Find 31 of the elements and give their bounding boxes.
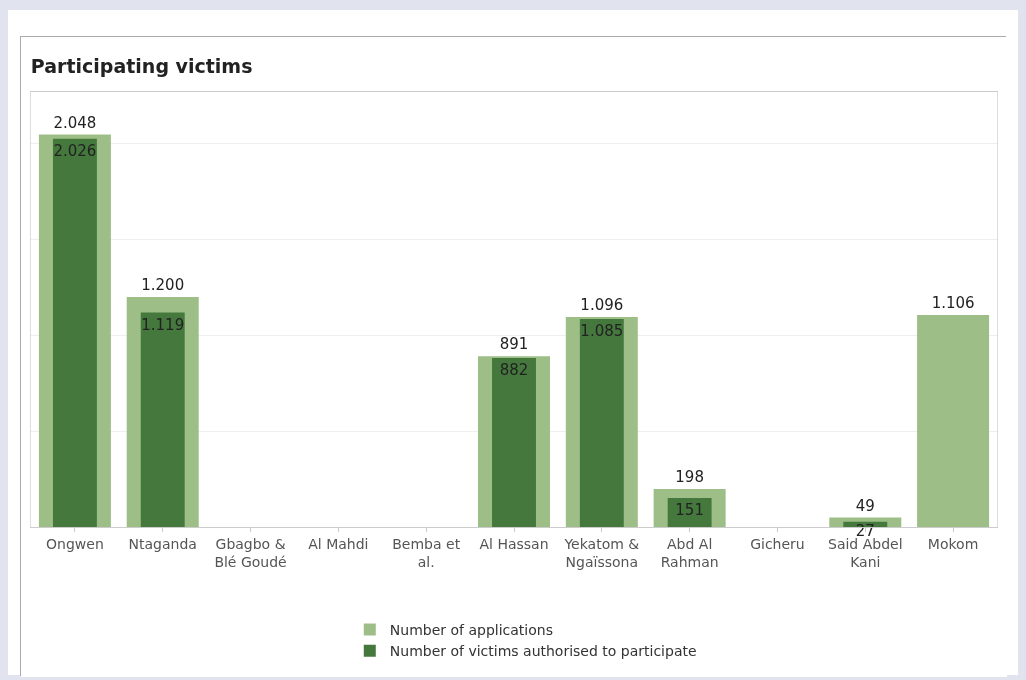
legend-label: Number of applications [389, 622, 553, 639]
data-label: 1.085 [580, 322, 624, 341]
data-label: 2.026 [53, 141, 97, 160]
data-label: 198 [675, 468, 704, 487]
x-tick-label: Gbagbo & Blé Goudé [214, 535, 287, 570]
x-tick-label: Gicheru [750, 535, 805, 552]
x-tick-label: Said Abdel Kani [828, 535, 903, 570]
data-label: 151 [675, 501, 704, 520]
x-tick-label: Ongwen [46, 535, 104, 552]
data-label: 1.119 [141, 315, 185, 334]
data-label: 891 [499, 335, 529, 354]
x-tick-label: Al Hassan [479, 535, 549, 552]
x-tick-label: Yekatom & Ngaïssona [563, 535, 640, 570]
x-tick-label: Al Mahdi [308, 535, 369, 552]
bar [492, 357, 536, 527]
bar [140, 312, 185, 527]
data-label: 1.096 [580, 295, 624, 314]
chart-title: Participating victims [30, 54, 253, 77]
data-label: 1.200 [141, 276, 185, 295]
data-label: 2.048 [53, 113, 97, 132]
bar [917, 315, 990, 527]
x-tick-label: Bemba et al. [392, 535, 461, 570]
x-tick-label: Mokom [927, 535, 979, 552]
data-label: 1.106 [931, 294, 975, 313]
bar [579, 319, 624, 527]
data-label: 882 [499, 360, 529, 379]
x-tick-label: Ntaganda [128, 535, 197, 552]
x-tick-label: Abd Al Rahman [660, 535, 719, 570]
legend-label: Number of victims authorised to participate [389, 643, 697, 660]
data-label: 49 [855, 496, 875, 515]
bar [52, 138, 97, 527]
